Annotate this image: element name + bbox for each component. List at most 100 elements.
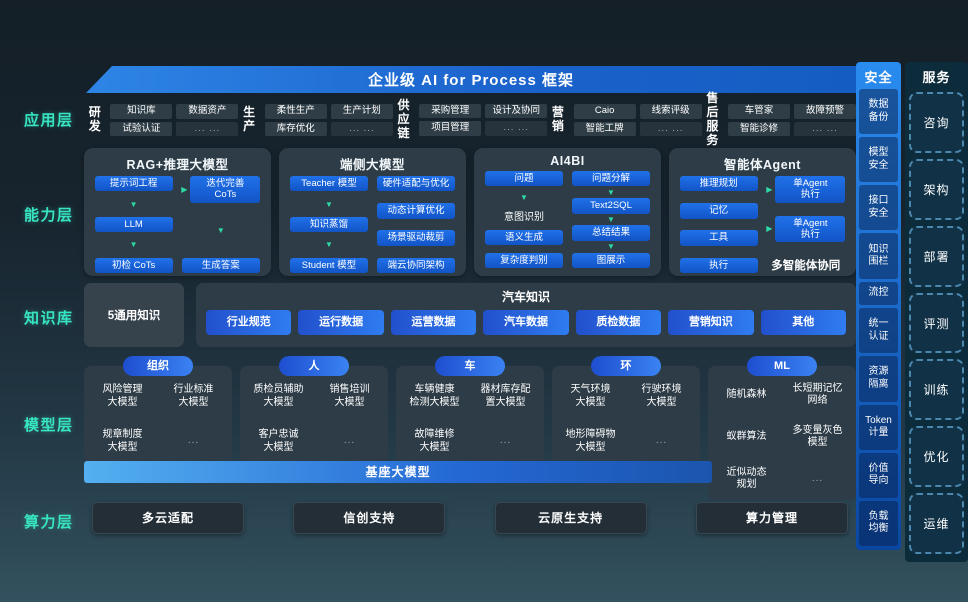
flow-box: 图展示 xyxy=(572,252,650,268)
model-item: 质检员辅助 大模型 xyxy=(253,384,304,408)
capability-card-body: 推理规划 记忆 工具 执行 ▶ 单Agent 执行 ▶ 单Agent 执行 多智能体协同 xyxy=(675,176,850,273)
app-item-column: Caio 智能工牌 xyxy=(573,104,636,136)
layer-label-3: 模型层 xyxy=(24,417,74,434)
service-strip: 服务 咨询 架构 部署 评测 训练 优化 运维 xyxy=(905,62,968,562)
flow-box: Text2SQL xyxy=(572,198,650,214)
model-item: ... xyxy=(499,435,512,447)
app-item-column: 柔性生产 库存优化 xyxy=(264,104,327,136)
service-item-list: 咨询 架构 部署 评测 训练 优化 运维 xyxy=(909,89,964,557)
flow-text: 意图识别 xyxy=(504,211,544,223)
app-item-column: 故障预警 ... ... xyxy=(794,104,857,136)
model-item: 规章制度 大模型 xyxy=(102,429,143,453)
app-item-column: 知识库 试验认证 xyxy=(110,104,173,136)
capability-column: ▶ 单Agent 执行 ▶ 单Agent 执行 多智能体协同 xyxy=(766,176,846,273)
model-item: 蚁群算法 xyxy=(726,430,767,442)
security-item: Token 计量 xyxy=(859,404,898,450)
flow-box: 工具 xyxy=(679,230,758,246)
model-group-card: 环天气环境 大模型 行驶环境 大模型 地形障碍物 大模型... xyxy=(552,356,700,464)
app-item: ... ... xyxy=(639,121,702,136)
app-section-label: 供应 链 xyxy=(397,98,410,140)
model-group-pill: 人 xyxy=(279,356,349,376)
security-item: 价值 导向 xyxy=(859,452,898,498)
flow-box: 问题分解 xyxy=(572,171,650,187)
capability-column: 硬件适配与优化 动态计算优化 场景驱动裁剪 端云协同架构 xyxy=(377,176,455,273)
model-item: 多变量灰色 模型 xyxy=(792,424,843,449)
layer-label-0: 应用层 xyxy=(24,112,74,129)
app-item: 项目管理 xyxy=(419,121,482,136)
app-section-label: 生产 xyxy=(243,105,256,133)
banner-title: 企业级 AI for Process 框架 xyxy=(367,72,575,89)
service-item: 优化 xyxy=(909,426,964,488)
app-item: 故障预警 xyxy=(794,104,857,119)
arrow-down-icon: ▼ xyxy=(325,240,333,250)
capability-card-title: AI4BI xyxy=(550,154,585,168)
arrow-down-icon: ▼ xyxy=(129,199,138,209)
capability-card-body: Teacher 模型 ▼ 知识蒸馏 ▼ Student 模型 硬件适配与优化 动态计算优化场… xyxy=(285,176,460,273)
service-header: 服务 xyxy=(922,70,951,85)
flow-box: 记忆 xyxy=(679,203,758,219)
app-item-column: 采购管理 项目管理 xyxy=(419,104,482,136)
application-layer-row: 研发 知识库 试验认证 数据资产 ... ... 生产 柔性生产 库存优化 生产计划 ... ..… xyxy=(84,91,857,147)
capability-layer-row: RAG+推理大模型 提示词工程 ▼ LLM ▼ 初检 CoTs ▶ 迭代完善 CoTs ▼ 生成答… xyxy=(84,148,856,276)
model-grid: 天气环境 大模型 行驶环境 大模型 地形障碍物 大模型... xyxy=(556,376,696,458)
model-item: 近似动态 规划 xyxy=(726,466,767,491)
app-section: 营销 Caio 智能工牌 线索评级 ... ... xyxy=(547,104,702,136)
banner: 企业级 AI for Process 框架 xyxy=(86,66,856,93)
app-section: 供应 链采购管理 项目管理 设计及协同 ... ... xyxy=(393,98,548,140)
model-item: 客户忠诚 大模型 xyxy=(258,429,299,453)
compute-layer-row: 多云适配 信创支持 云原生支持 算力管理 xyxy=(84,502,856,536)
flow-box: 执行 xyxy=(679,257,758,273)
capability-card-title: 端侧大模型 xyxy=(339,158,405,172)
knowledge-pill: 其他 xyxy=(760,310,846,335)
flow-box: 硬件适配与优化 xyxy=(377,176,455,192)
flow-box: 端云协同架构 xyxy=(377,257,455,273)
flow-box: LLM xyxy=(94,216,173,233)
flow-box: 生成答案 xyxy=(181,257,260,273)
app-item-column: 数据资产 ... ... xyxy=(176,104,239,136)
model-item: 地形障碍物 大模型 xyxy=(565,429,616,453)
arrow-down-icon: ▼ xyxy=(325,199,333,209)
capability-card: RAG+推理大模型 提示词工程 ▼ LLM ▼ 初检 CoTs ▶ 迭代完善 CoTs ▼ 生成答… xyxy=(84,148,271,276)
capability-column: 问题分解 ▼ Text2SQL ▼ 总结结果 ▼ 图展示 xyxy=(572,171,650,268)
compute-box: 多云适配 xyxy=(92,502,244,534)
model-group-card: ML 随机森林 长短期记忆 网络 蚁群算法 多变量灰色 模型 近似动态 规划... xyxy=(708,356,856,500)
app-item: 智能工牌 xyxy=(573,121,636,136)
capability-card-body: 问题 ▼ 意图识别 语义生成 复杂度判别 问题分解 ▼ Text2SQL ▼ 总结结果 ▼ 图展示 xyxy=(480,171,655,270)
flow-box-with-arrow: ▶ 迭代完善 CoTs xyxy=(181,176,261,203)
app-item: Caio xyxy=(573,104,636,119)
security-item: 统一 认证 xyxy=(859,308,898,354)
app-item: 数据资产 xyxy=(176,104,239,119)
security-item: 资源 隔离 xyxy=(859,356,898,402)
security-item-list: 数据 备份 模型 安全 接口 安全 知识 围栏 流控 统一 认证 资源 隔离 Token 计量… xyxy=(859,89,898,546)
layer-label-1: 能力层 xyxy=(24,207,74,224)
flow-box: 语义生成 xyxy=(485,230,563,246)
service-item: 咨询 xyxy=(909,92,964,153)
app-section: 生产 柔性生产 库存优化 生产计划 ... ... xyxy=(238,104,393,136)
app-item: 知识库 xyxy=(110,104,173,119)
flow-box: 迭代完善 CoTs xyxy=(190,176,261,203)
compute-box: 信创支持 xyxy=(293,502,446,534)
security-item: 负载 均衡 xyxy=(859,500,898,546)
model-item: ... xyxy=(655,435,668,447)
service-item: 训练 xyxy=(909,359,964,421)
model-grid: 随机森林 长短期记忆 网络 蚁群算法 多变量灰色 模型 近似动态 规划... xyxy=(712,376,852,494)
arrow-down-icon: ▼ xyxy=(216,225,225,235)
model-item: 风险管理 大模型 xyxy=(102,384,143,408)
model-group-pill: 组织 xyxy=(123,356,193,376)
flow-box: 初检 CoTs xyxy=(94,257,173,273)
app-item-column: 生产计划 ... ... xyxy=(330,104,393,136)
model-item: 行业标准 大模型 xyxy=(173,384,214,408)
auto-knowledge-card: 汽车知识 行业规范 运行数据 运营数据 汽车数据 质检数据 营销知识 其他 xyxy=(196,283,856,347)
app-item: 线索评级 xyxy=(639,104,702,119)
general-knowledge-box: 5通用知识 xyxy=(84,283,184,347)
flow-box-with-arrow: ▶ 单Agent 执行 xyxy=(766,215,846,243)
arrow-down-icon: ▼ xyxy=(607,215,615,224)
base-model-bar: 基座大模型 xyxy=(84,461,712,483)
model-item: 行驶环境 大模型 xyxy=(641,384,682,408)
capability-column: 推理规划记忆工具执行 xyxy=(679,176,758,273)
model-group-pill: 环 xyxy=(591,356,661,376)
flow-box: 动态计算优化 xyxy=(377,203,455,219)
flow-box: 推理规划 xyxy=(679,176,758,192)
flow-box: 总结结果 xyxy=(572,225,650,241)
